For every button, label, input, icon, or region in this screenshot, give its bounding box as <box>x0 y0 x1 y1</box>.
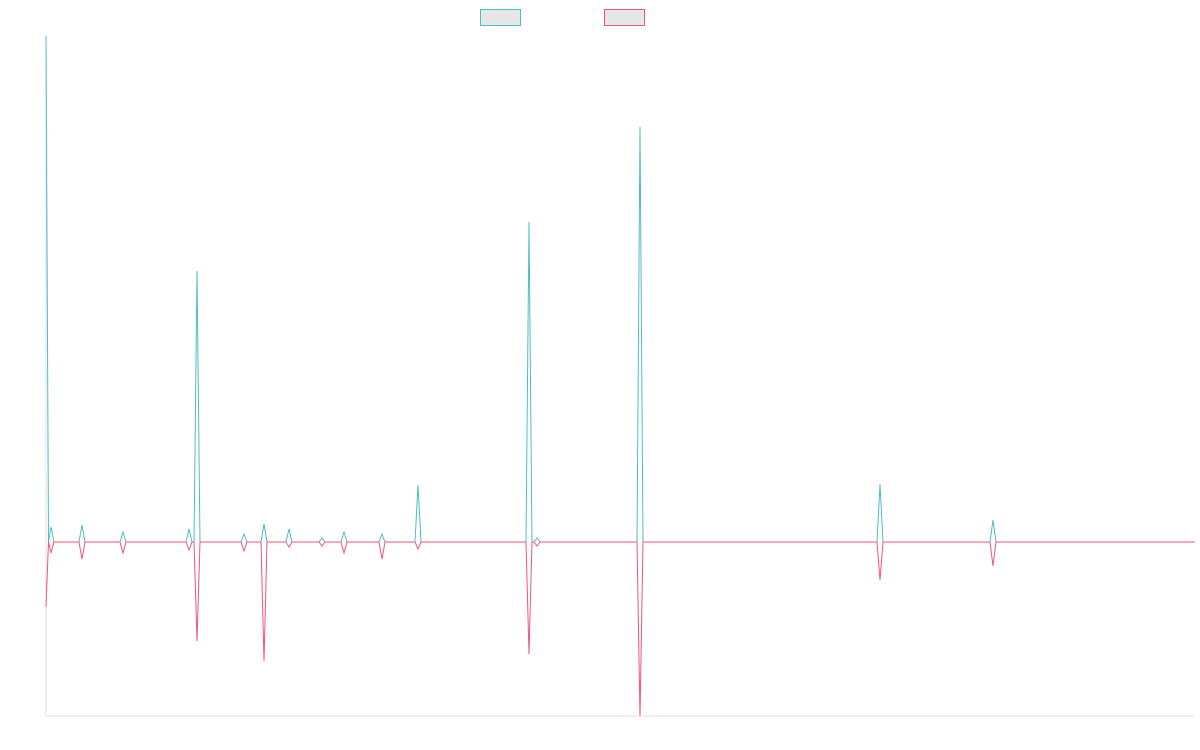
series-line <box>45 35 1195 543</box>
legend-swatch <box>604 9 645 26</box>
legend-swatch <box>480 9 521 26</box>
series-line <box>45 541 1195 717</box>
